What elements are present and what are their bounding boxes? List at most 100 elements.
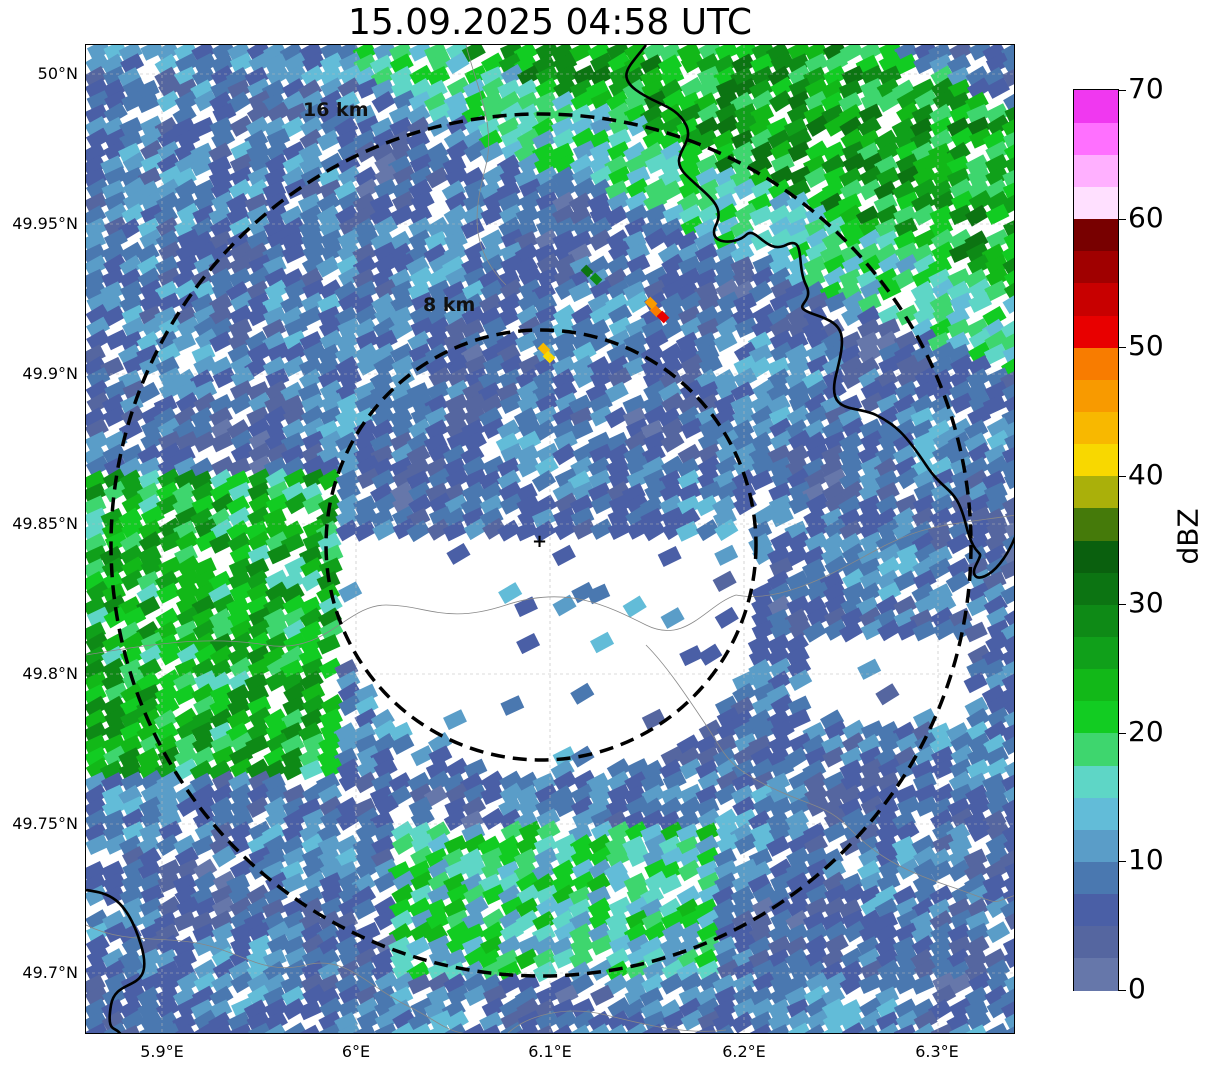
reflectivity-cell bbox=[318, 1023, 343, 1033]
reflectivity-cell bbox=[154, 759, 179, 781]
reflectivity-cell bbox=[442, 155, 467, 177]
reflectivity-cell bbox=[1004, 430, 1014, 452]
reflectivity-cell bbox=[716, 719, 741, 742]
reflectivity-cell bbox=[859, 771, 884, 793]
reflectivity-cell bbox=[298, 797, 323, 819]
reflectivity-cell bbox=[873, 457, 898, 480]
reflectivity-cell bbox=[461, 129, 486, 151]
reflectivity-cell bbox=[981, 646, 1006, 669]
reflectivity-cell bbox=[984, 329, 1009, 352]
reflectivity-cell bbox=[515, 771, 540, 794]
colorbar-tick-label: 0 bbox=[1128, 972, 1146, 1005]
reflectivity-cell bbox=[353, 166, 379, 189]
reflectivity-cell bbox=[730, 305, 756, 328]
reflectivity-cell bbox=[370, 394, 395, 416]
reflectivity-cell bbox=[786, 847, 811, 869]
reflectivity-cell bbox=[586, 872, 611, 895]
reflectivity-cell bbox=[661, 921, 686, 944]
reflectivity-cell bbox=[713, 166, 738, 189]
reflectivity-cell bbox=[427, 279, 452, 301]
reflectivity-cell bbox=[228, 178, 253, 201]
reflectivity-cell bbox=[158, 442, 183, 465]
reflectivity-cell bbox=[138, 1009, 164, 1032]
reflectivity-cell bbox=[264, 53, 289, 75]
reflectivity-cell bbox=[118, 457, 143, 479]
reflectivity-cell bbox=[514, 142, 539, 165]
reflectivity-cell bbox=[335, 923, 360, 945]
reflectivity-cell bbox=[534, 166, 560, 188]
reflectivity-cell bbox=[946, 280, 971, 303]
reflectivity-cell bbox=[931, 783, 956, 805]
reflectivity-cell bbox=[247, 833, 272, 856]
lat-tick: 49.95°N bbox=[12, 214, 78, 233]
reflectivity-cell bbox=[482, 316, 507, 338]
reflectivity-cell bbox=[804, 746, 829, 768]
reflectivity-cell bbox=[262, 180, 287, 202]
reflectivity-cell bbox=[859, 278, 884, 301]
reflectivity-cell bbox=[389, 45, 414, 63]
reflectivity-cell bbox=[445, 467, 470, 490]
reflectivity-cell bbox=[715, 480, 740, 503]
reflectivity-cell bbox=[1003, 140, 1014, 162]
reflectivity-cell bbox=[356, 115, 381, 137]
reflectivity-cell bbox=[1004, 518, 1014, 540]
reflectivity-cell bbox=[837, 898, 862, 920]
reflectivity-cell bbox=[767, 960, 792, 983]
reflectivity-cell bbox=[896, 544, 921, 565]
reflectivity-cell bbox=[335, 431, 360, 454]
reflectivity-cell bbox=[622, 998, 647, 1021]
reflectivity-cell bbox=[713, 66, 738, 88]
reflectivity-cell bbox=[261, 898, 286, 920]
reflectivity-cell bbox=[230, 140, 255, 162]
reflectivity-cell bbox=[949, 292, 974, 313]
reflectivity-cell bbox=[1000, 898, 1014, 921]
reflectivity-cell bbox=[374, 165, 399, 187]
reflectivity-cell bbox=[660, 292, 685, 315]
reflectivity-cell bbox=[496, 268, 521, 290]
reflectivity-cell bbox=[1003, 392, 1014, 415]
reflectivity-cell bbox=[930, 531, 955, 554]
reflectivity-cell bbox=[446, 933, 471, 956]
reflectivity-cell bbox=[176, 719, 201, 742]
reflectivity-cell bbox=[607, 518, 632, 540]
reflectivity-cell bbox=[407, 330, 432, 353]
reflectivity-cell bbox=[302, 493, 327, 515]
reflectivity-cell bbox=[210, 65, 235, 88]
reflectivity-cell bbox=[893, 1024, 918, 1033]
reflectivity-cell bbox=[283, 330, 308, 352]
reflectivity-cell bbox=[784, 419, 810, 441]
reflectivity-cell bbox=[965, 910, 990, 932]
reflectivity-cell bbox=[192, 1022, 217, 1033]
reflectivity-cell bbox=[119, 531, 145, 554]
reflectivity-cell bbox=[515, 871, 541, 894]
reflectivity-cell bbox=[356, 467, 381, 490]
reflectivity-cell bbox=[389, 65, 414, 88]
reflectivity-cell bbox=[103, 140, 128, 163]
reflectivity-cell bbox=[176, 290, 201, 313]
reflectivity-cell bbox=[657, 810, 682, 832]
reflectivity-cell bbox=[499, 908, 524, 932]
reflectivity-cell bbox=[752, 303, 777, 326]
reflectivity-cell bbox=[104, 166, 129, 187]
reflectivity-cell bbox=[266, 480, 291, 502]
reflectivity-cell bbox=[569, 910, 594, 932]
reflectivity-cell bbox=[337, 455, 362, 478]
reflectivity-cell bbox=[644, 870, 669, 893]
reflectivity-cell bbox=[657, 54, 683, 77]
reflectivity-cell bbox=[299, 607, 324, 630]
reflectivity-cell bbox=[262, 507, 287, 529]
reflectivity-cell bbox=[424, 406, 449, 428]
reflectivity-cell bbox=[608, 934, 633, 956]
radar-map[interactable] bbox=[85, 44, 1015, 1034]
reflectivity-cell bbox=[210, 78, 235, 100]
reflectivity-cell bbox=[500, 354, 525, 376]
reflectivity-cell bbox=[695, 305, 720, 327]
reflectivity-cell bbox=[786, 784, 811, 806]
reflectivity-cell bbox=[297, 382, 322, 403]
reflectivity-cell bbox=[641, 318, 666, 340]
reflectivity-cell bbox=[226, 470, 251, 492]
reflectivity-cell bbox=[912, 556, 937, 579]
reflectivity-cell bbox=[1003, 278, 1014, 301]
reflectivity-cell bbox=[370, 708, 395, 731]
reflectivity-cell bbox=[929, 103, 954, 126]
